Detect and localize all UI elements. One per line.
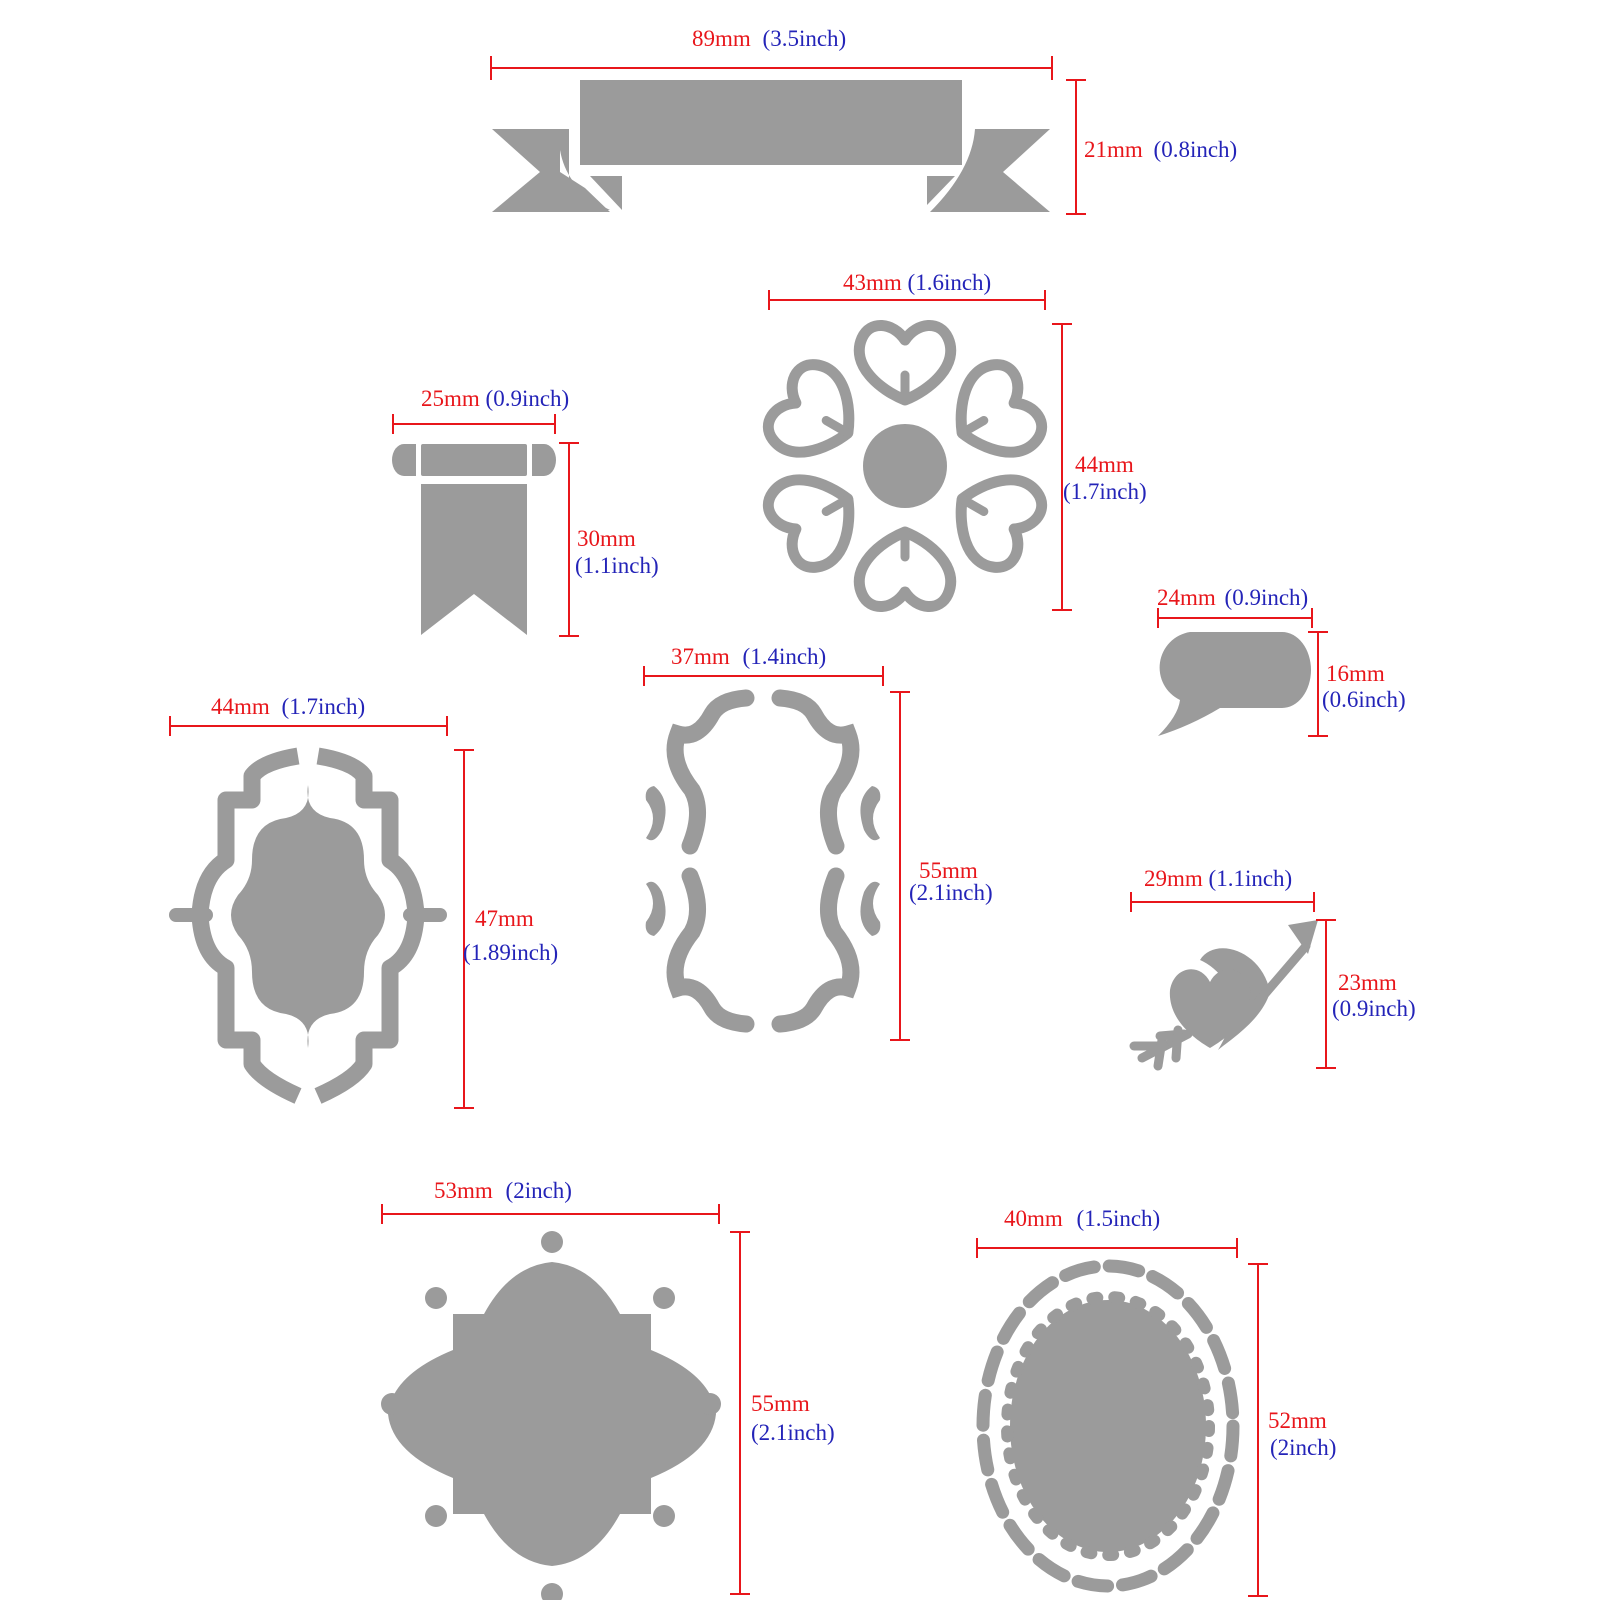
height-dimension-line xyxy=(559,442,579,637)
height-dimension-line xyxy=(454,749,474,1109)
width-dimension-line xyxy=(169,716,448,736)
width-mm-label: 43mm xyxy=(843,270,902,295)
height-inch-label: (2.1inch) xyxy=(909,880,993,905)
height-mm-label: 30mm xyxy=(577,526,636,551)
width-mm-label: 44mm xyxy=(211,694,270,719)
heart-arrow-shape xyxy=(1129,920,1318,1071)
height-inch-label: (1.1inch) xyxy=(575,553,659,578)
height-mm-label: 55mm xyxy=(919,858,978,883)
svg-text:44mm (1.7inch): 44mm (1.7inch) xyxy=(211,694,365,719)
ornate-frame: 44mm (1.7inch) 47mm (1.89inch) xyxy=(169,694,558,1109)
height-dimension-line xyxy=(1308,631,1328,737)
svg-text:40mm (1.5inch): 40mm (1.5inch) xyxy=(1004,1206,1160,1231)
width-inch-label: (1.1inch) xyxy=(1209,866,1293,891)
quatrefoil-frame: 53mm (2inch) 55mm (2.1inch) xyxy=(381,1178,835,1600)
svg-text:89mm (3.5inch): 89mm (3.5inch) xyxy=(692,26,846,51)
width-dimension-line xyxy=(392,414,556,434)
height-dimension-line xyxy=(890,691,910,1041)
ornate-frame-shape xyxy=(169,747,447,1104)
width-mm-label: 29mm xyxy=(1144,866,1203,891)
height-dimension-line xyxy=(1052,323,1072,611)
width-inch-label: (0.9inch) xyxy=(486,386,570,411)
width-inch-label: (3.5inch) xyxy=(763,26,847,51)
height-inch-label: (1.89inch) xyxy=(463,940,558,965)
width-dimension-line xyxy=(643,666,884,686)
height-inch-label: (1.7inch) xyxy=(1063,479,1147,504)
height-mm-label: 44mm xyxy=(1075,452,1134,477)
svg-text:43mm (1.6inch): 43mm (1.6inch) xyxy=(843,270,991,295)
svg-text:21mm (0.8inch): 21mm (0.8inch) xyxy=(1084,137,1237,162)
width-dimension-line xyxy=(490,56,1053,80)
bookmark-scroll-shape xyxy=(392,444,556,635)
width-mm-label: 53mm xyxy=(434,1178,493,1203)
height-mm-label: 21mm xyxy=(1084,137,1143,162)
height-mm-label: 16mm xyxy=(1326,661,1385,686)
height-mm-label: 23mm xyxy=(1338,970,1397,995)
svg-text:37mm (1.4inch): 37mm (1.4inch) xyxy=(671,644,826,669)
speech-bubble: 24mm (0.9inch) 16mm (0.6inch) xyxy=(1157,585,1406,737)
svg-text:24mm (0.9inch): 24mm (0.9inch) xyxy=(1157,585,1308,610)
svg-text:53mm (2inch): 53mm (2inch) xyxy=(434,1178,572,1203)
width-dimension-line xyxy=(768,290,1046,310)
bookmark: 25mm (0.9inch) 30mm (1.1inch) xyxy=(392,386,659,637)
quatrefoil-frame-shape xyxy=(381,1231,721,1600)
width-inch-label: (1.7inch) xyxy=(282,694,366,719)
width-inch-label: (2inch) xyxy=(506,1178,572,1203)
width-inch-label: (1.4inch) xyxy=(743,644,827,669)
scalloped-oval: 40mm (1.5inch) 52mm (2inch) xyxy=(976,1206,1336,1597)
width-dimension-line xyxy=(1157,608,1313,628)
height-dimension-line xyxy=(1248,1263,1268,1597)
height-mm-label: 52mm xyxy=(1268,1408,1327,1433)
ribbon-banner-shape xyxy=(492,80,1050,212)
width-inch-label: (0.9inch) xyxy=(1225,585,1309,610)
flower: 43mm (1.6inch) 44mm (1.7inch) xyxy=(760,270,1147,611)
height-inch-label: (0.8inch) xyxy=(1154,137,1238,162)
height-mm-label: 55mm xyxy=(751,1391,810,1416)
height-dimension-line xyxy=(1316,919,1336,1069)
width-dimension-line xyxy=(381,1204,720,1224)
height-inch-label: (0.9inch) xyxy=(1332,996,1416,1021)
height-dimension-line xyxy=(730,1231,750,1595)
scalloped-oval-shape xyxy=(976,1259,1240,1593)
swirl-frame: 37mm (1.4inch) 55mm (2.1inch) xyxy=(643,644,993,1041)
width-mm-label: 37mm xyxy=(671,644,730,669)
svg-text:29mm (1.1inch): 29mm (1.1inch) xyxy=(1144,866,1292,891)
width-dimension-line xyxy=(976,1238,1238,1258)
width-inch-label: (1.5inch) xyxy=(1077,1206,1161,1231)
speech-bubble-shape xyxy=(1158,632,1311,736)
width-mm-label: 89mm xyxy=(692,26,751,51)
width-mm-label: 24mm xyxy=(1157,585,1216,610)
heart-arrow: 29mm (1.1inch) 23mm (0.9inch) xyxy=(1129,866,1416,1071)
ribbon-banner: 89mm (3.5inch) 21mm (0.8inch) xyxy=(490,26,1237,215)
svg-text:25mm (0.9inch): 25mm (0.9inch) xyxy=(421,386,569,411)
width-dimension-line xyxy=(1130,892,1315,912)
height-dimension-line xyxy=(1066,79,1086,215)
width-mm-label: 40mm xyxy=(1004,1206,1063,1231)
swirl-frame-shape xyxy=(645,689,881,1033)
width-mm-label: 25mm xyxy=(421,386,480,411)
flower-shape xyxy=(760,320,1049,606)
width-inch-label: (1.6inch) xyxy=(908,270,992,295)
height-inch-label: (2inch) xyxy=(1270,1435,1336,1460)
height-inch-label: (2.1inch) xyxy=(751,1420,835,1445)
height-mm-label: 47mm xyxy=(475,906,534,931)
height-inch-label: (0.6inch) xyxy=(1322,687,1406,712)
